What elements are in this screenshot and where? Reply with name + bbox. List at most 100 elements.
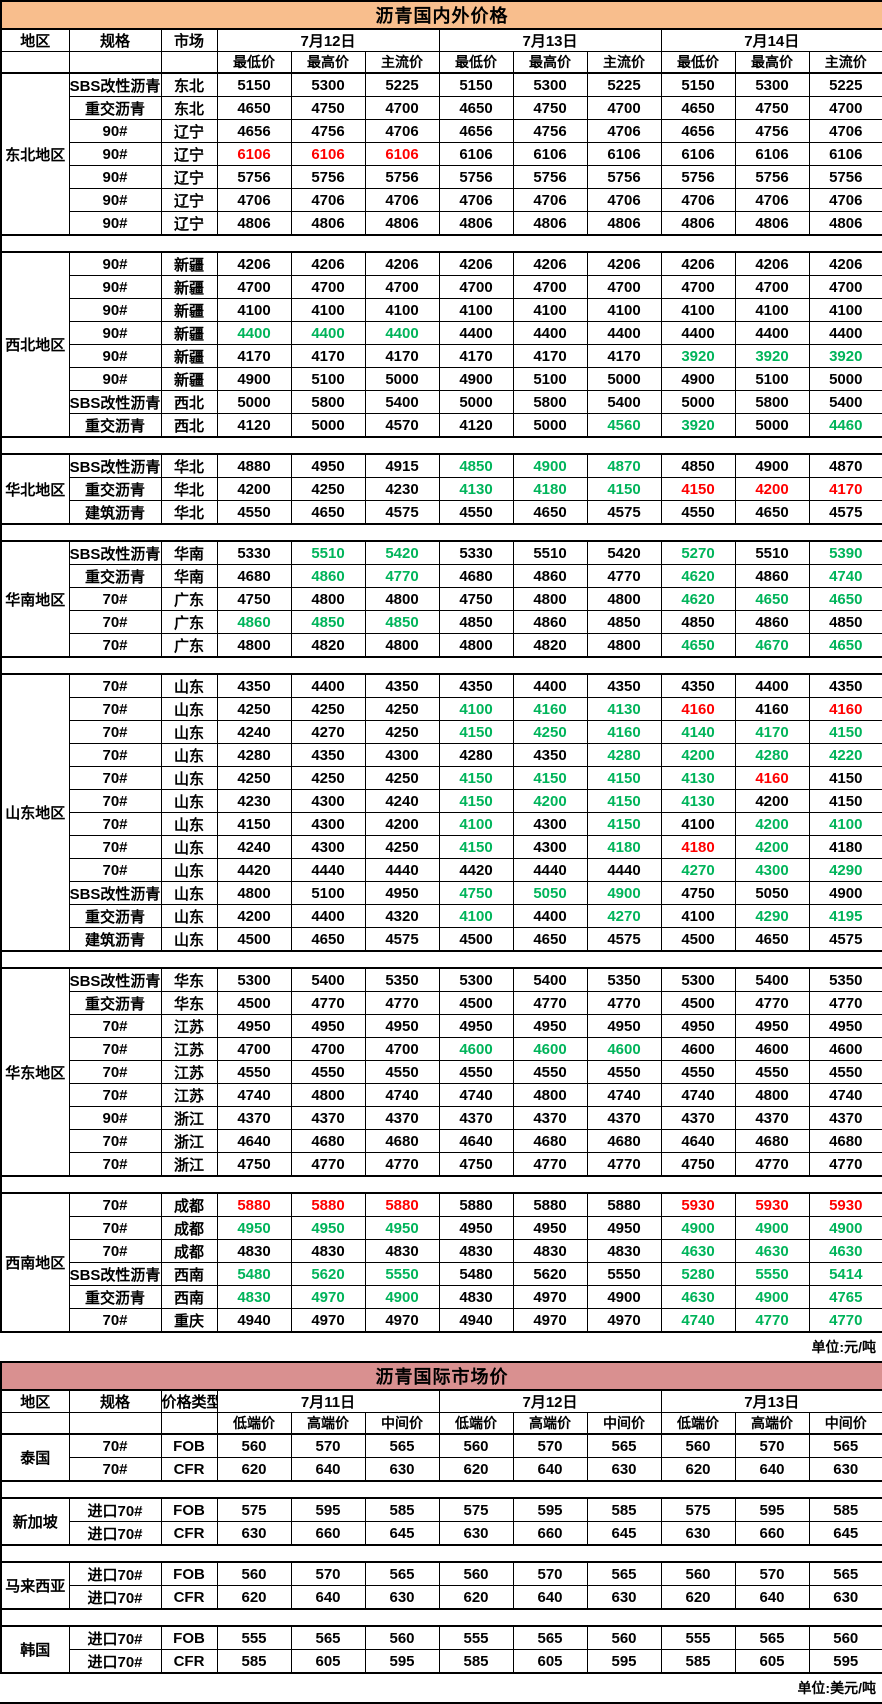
price-cell: 4200 [216,477,292,501]
price-cell: 4700 [364,275,440,299]
price-cell: 4270 [586,904,662,928]
price-cell: 4850 [290,610,366,634]
price-cell: 4400 [216,321,292,345]
price-cell: 4160 [734,766,810,790]
price-cell: 645 [364,1521,440,1546]
price-cell: 4170 [808,477,882,501]
market-cell: 成都 [160,1216,218,1240]
market-cell: 华北 [160,500,218,525]
table-row: 70# CFR 620 640 630 620 640 630 620 640 630 [1,1457,882,1482]
price-cell: 4860 [216,610,292,634]
spec-cell: 70# [68,858,162,882]
price-cell: 4600 [438,1037,514,1061]
market-cell: 华南 [160,564,218,588]
region-gap-row [0,656,882,675]
price-cell: 4640 [216,1129,292,1153]
price-cell: 4700 [364,1037,440,1061]
price-cell: 4600 [734,1037,810,1061]
price-cell: 4800 [290,587,366,611]
price-cell: 4860 [512,610,588,634]
price-cell: 4100 [364,298,440,322]
price-cell: 4770 [734,1152,810,1177]
table-row: 70# 山东 4250 4250 4250 4150 4150 4150 4130 4160 415… [1,766,882,790]
table-row: 90# 新疆 4900 5100 5000 4900 5100 5000 4900 5100 500… [1,367,882,391]
price-cell: 4200 [734,477,810,501]
price-cell: 4820 [512,633,588,658]
price-cell: 4180 [512,477,588,501]
price-cell: 4130 [660,789,736,813]
price-cell: 4350 [364,673,440,698]
price-cell: 4750 [438,587,514,611]
price-cell: 5390 [808,540,882,565]
price-cell: 4270 [660,858,736,882]
market-column-header: 价格类型 [160,1389,218,1413]
price-cell: 4170 [512,344,588,368]
market-cell: 华北 [160,477,218,501]
spec-cell: 90# [68,251,162,276]
price-cell: 4700 [216,1037,292,1061]
price-cell: 5510 [512,540,588,565]
price-cell: 4250 [364,766,440,790]
price-cell: 4656 [438,119,514,143]
price-cell: 5756 [512,165,588,189]
price-cell: 4200 [734,812,810,836]
table-row: 70# 山东 4230 4300 4240 4150 4200 4150 4130 4200 415… [1,789,882,813]
price-cell: 4770 [808,1308,882,1333]
date-column-header: 7月12日 [438,1389,662,1413]
international-price-table: 沥青国际市场价 地区 规格 价格类型 7月11日 7月12日 7月13日 低端价 高端价 中间价低… [0,1361,882,1674]
price-cell: 4400 [808,321,882,345]
region-name-cell: 华东地区 [0,967,70,1177]
table-row: 新加坡 进口70# FOB 575 595 585 575 595 585 575 595 585 [0,1497,882,1546]
price-cell: 3920 [660,344,736,368]
price-cell: 4100 [512,298,588,322]
price-cell: 4900 [660,1216,736,1240]
spec-cell: SBS改性沥青 [68,390,162,414]
region-name-cell: 新加坡 [0,1497,70,1546]
price-type-header: 中间价 [808,1412,882,1435]
price-cell: 4915 [364,453,440,478]
price-cell: 4706 [290,188,366,212]
price-cell: 4250 [364,720,440,744]
price-cell: 4630 [660,1239,736,1263]
price-cell: 4680 [438,564,514,588]
price-cell: 4750 [660,881,736,905]
price-cell: 4740 [438,1083,514,1107]
price-cell: 630 [808,1457,882,1482]
price-cell: 640 [512,1457,588,1482]
price-cell: 565 [512,1625,588,1650]
market-cell: 辽宁 [160,165,218,189]
price-cell: 4806 [734,211,810,236]
price-cell: 4150 [808,766,882,790]
price-cell: 5480 [216,1262,292,1286]
price-cell: 4750 [438,881,514,905]
price-cell: 4656 [660,119,736,143]
price-cell: 4800 [364,587,440,611]
table-row: 进口70# CFR 585 605 595 585 605 595 585 605 595 [1,1649,882,1674]
price-cell: 4300 [364,743,440,767]
price-cell: 4400 [290,673,366,698]
price-cell: 5800 [734,390,810,414]
price-cell: 4680 [512,1129,588,1153]
price-cell: 5550 [586,1262,662,1286]
region-name-cell: 山东地区 [0,673,70,952]
price-cell: 585 [364,1497,440,1522]
table-row: 70# 江苏 4950 4950 4950 4950 4950 4950 4950 4950 495… [1,1014,882,1038]
table-row: 山东地区 70# 山东 4350 4400 4350 4350 4400 4350 4350 440… [0,673,882,952]
price-cell: 4150 [586,789,662,813]
price-cell: 660 [512,1521,588,1546]
price-cell: 4270 [290,720,366,744]
price-type-header: 中间价 [364,1412,440,1435]
table-row: SBS改性沥青 西南 5480 5620 5550 5480 5620 5550 5280 555… [1,1262,882,1286]
region-gap-row [0,950,882,969]
price-cell: 4680 [290,1129,366,1153]
price-cell: 4200 [734,789,810,813]
market-cell: 山东 [160,835,218,859]
price-cell: 4300 [512,812,588,836]
region-gap-row [0,1608,882,1627]
price-cell: 5280 [660,1262,736,1286]
price-cell: 640 [734,1585,810,1610]
price-cell: 4130 [586,697,662,721]
price-cell: 4180 [586,835,662,859]
table-row: 建筑沥青 华北 4550 4650 4575 4550 4650 4575 4550 4650 45… [1,500,882,525]
price-cell: 4970 [512,1285,588,1309]
